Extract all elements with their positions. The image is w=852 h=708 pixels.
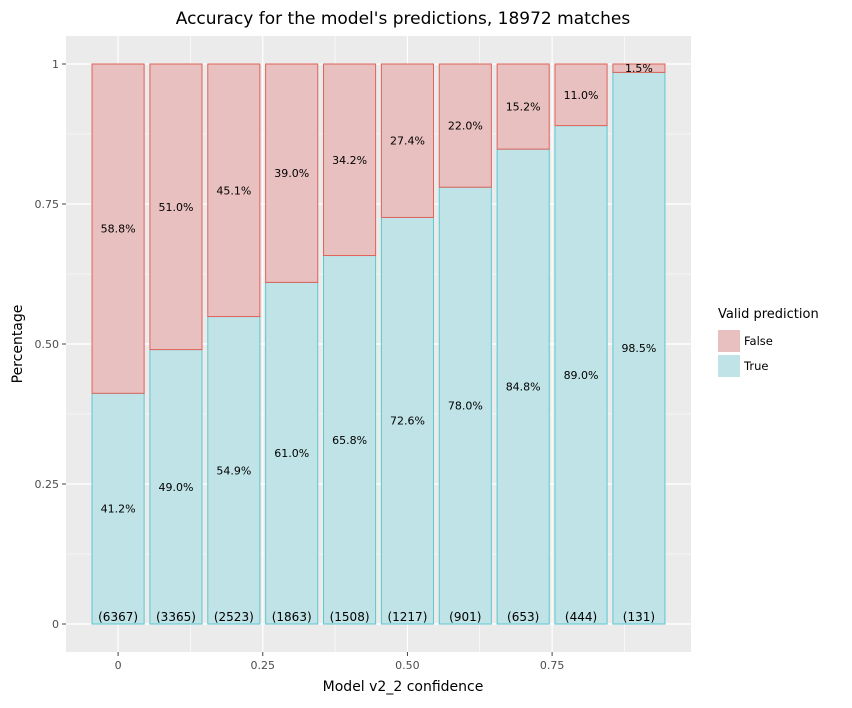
bar-true	[149, 349, 203, 625]
count-labels: (6367) (3365) (2523) (1863) (1508) (1217) (901…	[98, 610, 655, 624]
count-label: (653)	[507, 610, 539, 624]
y-tick-label: 0.50	[35, 338, 60, 351]
bar-false	[612, 63, 666, 73]
chart-title: Accuracy for the model's predictions, 18…	[176, 9, 631, 29]
bar-false	[496, 63, 550, 150]
legend-swatch-false	[718, 330, 740, 352]
bar-true	[612, 71, 666, 625]
bar-true	[207, 316, 261, 625]
y-axis-label: Percentage	[10, 305, 26, 384]
bar-label-true: 98.5%	[621, 342, 656, 355]
bar-false	[149, 63, 203, 351]
bar-labels: 41.2% 58.8% 49.0% 51.0% 54.9% 45.1% 61.0% 39.0%…	[101, 62, 657, 515]
legend-swatch-true	[718, 355, 740, 377]
legend: Valid prediction False True	[718, 307, 819, 377]
count-label: (3365)	[156, 610, 196, 624]
legend-title: Valid prediction	[718, 307, 819, 322]
bar-true	[323, 255, 377, 625]
x-axis: 0 0.25 0.50 0.75	[115, 652, 565, 672]
bar-label-true: 89.0%	[564, 369, 599, 382]
count-label: (1217)	[387, 610, 427, 624]
bar-label-true: 84.8%	[506, 381, 541, 394]
count-label: (131)	[623, 610, 655, 624]
y-tick-label: 0.25	[35, 478, 60, 491]
bar-label-false: 27.4%	[390, 135, 425, 148]
bar-label-true: 41.2%	[101, 503, 136, 516]
bar-label-true: 54.9%	[216, 464, 251, 477]
bars	[91, 63, 666, 625]
bar-true	[265, 281, 319, 625]
x-tick-label: 0	[115, 659, 122, 672]
bar-false	[91, 63, 145, 394]
legend-label-false: False	[744, 334, 773, 348]
count-label: (901)	[449, 610, 481, 624]
bar-label-false: 39.0%	[274, 167, 309, 180]
bar-false	[323, 63, 377, 257]
bar-label-false: 51.0%	[158, 201, 193, 214]
bar-label-false: 58.8%	[101, 223, 136, 236]
bar-label-true: 72.6%	[390, 415, 425, 428]
bar-false	[554, 63, 608, 127]
bar-label-true: 78.0%	[448, 400, 483, 413]
count-label: (444)	[565, 610, 597, 624]
bar-label-true: 49.0%	[158, 481, 193, 494]
count-label: (6367)	[98, 610, 138, 624]
y-tick-label: 0.75	[35, 198, 60, 211]
bar-false	[438, 63, 492, 188]
bar-true	[554, 125, 608, 625]
bar-label-false: 1.5%	[625, 62, 653, 75]
bar-label-true: 65.8%	[332, 434, 367, 447]
bar-label-false: 22.0%	[448, 120, 483, 133]
x-tick-label: 0.75	[540, 659, 565, 672]
bar-label-false: 15.2%	[506, 101, 541, 114]
bar-false	[380, 63, 434, 218]
x-tick-label: 0.25	[251, 659, 276, 672]
y-tick-label: 1	[52, 58, 59, 71]
bar-label-true: 61.0%	[274, 447, 309, 460]
legend-label-true: True	[743, 359, 768, 373]
bar-true	[438, 186, 492, 625]
count-label: (2523)	[214, 610, 254, 624]
x-tick-label: 0.50	[395, 659, 420, 672]
bar-false	[207, 63, 261, 318]
bar-label-false: 11.0%	[564, 89, 599, 102]
y-axis: 0 0.25 0.50 0.75 1	[35, 58, 66, 631]
bar-label-false: 34.2%	[332, 154, 367, 167]
count-label: (1508)	[330, 610, 370, 624]
x-axis-label: Model v2_2 confidence	[323, 679, 484, 695]
bar-true	[91, 392, 145, 625]
y-tick-label: 0	[52, 618, 59, 631]
bar-false	[265, 63, 319, 283]
bar-label-false: 45.1%	[216, 184, 251, 197]
count-label: (1863)	[272, 610, 312, 624]
